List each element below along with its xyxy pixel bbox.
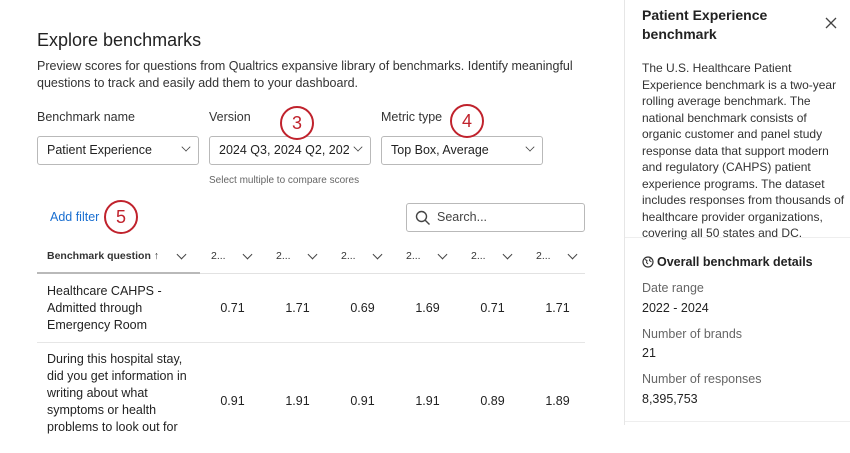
step-marker-4: 4 (450, 104, 484, 138)
panel-description: The U.S. Healthcare Patient Experience b… (642, 61, 845, 240)
column-menu-chevron-icon[interactable] (242, 249, 253, 260)
date-range-value: 2022 - 2024 (642, 301, 709, 315)
column-menu-chevron-icon[interactable] (567, 249, 578, 260)
benchmark-name-value: Patient Experience (47, 143, 152, 157)
close-icon[interactable] (825, 17, 837, 29)
column-header-version[interactable]: 2... (406, 250, 421, 262)
divider (625, 421, 850, 422)
score-cell: 0.89 (480, 394, 505, 408)
column-menu-chevron-icon[interactable] (307, 249, 318, 260)
score-cell: 1.91 (415, 394, 440, 408)
table-row[interactable]: Healthcare CAHPS - Admitted through Emer… (37, 274, 585, 343)
score-cell: 1.71 (545, 301, 570, 315)
benchmark-name-label: Benchmark name (37, 110, 135, 124)
intro-text: Preview scores for questions from Qualtr… (37, 59, 573, 90)
column-header-version[interactable]: 2... (536, 250, 551, 262)
step-marker-5: 5 (104, 200, 138, 234)
sort-ascending-icon: ↑ (153, 250, 160, 262)
chevron-down-icon (353, 142, 363, 152)
panel-title: Patient Experience benchmark (642, 7, 768, 42)
brands-label: Number of brands (642, 327, 743, 341)
version-hint: Select multiple to compare scores (209, 175, 360, 186)
version-label: Version (209, 110, 251, 124)
column-menu-chevron-icon[interactable] (437, 249, 448, 260)
step-marker-3: 3 (280, 106, 314, 140)
search-input[interactable]: Search... (406, 203, 585, 232)
column-header-version[interactable]: 2... (211, 250, 226, 262)
column-header-version[interactable]: 2... (341, 250, 356, 262)
score-cell: 0.69 (350, 301, 375, 315)
responses-label: Number of responses (642, 372, 762, 386)
globe-icon (642, 256, 654, 268)
metric-type-select[interactable]: Top Box, Average (381, 136, 543, 165)
chevron-down-icon (525, 142, 535, 152)
score-cell: 0.71 (480, 301, 505, 315)
chevron-down-icon (181, 142, 191, 152)
score-cell: 1.69 (415, 301, 440, 315)
question-cell: During this hospital stay, did you get i… (47, 352, 187, 434)
version-select[interactable]: 2024 Q3, 2024 Q2, 2024 Q1 (209, 136, 371, 165)
column-header-version[interactable]: 2... (471, 250, 486, 262)
main-content: Explore benchmarks Preview scores for qu… (37, 30, 585, 434)
column-header-question[interactable]: Benchmark question ↑ (47, 250, 160, 262)
search-placeholder: Search... (437, 210, 488, 224)
page-title: Explore benchmarks (37, 30, 202, 50)
header-divider (37, 273, 585, 274)
score-cell: 1.89 (545, 394, 570, 408)
table-row[interactable]: During this hospital stay, did you get i… (37, 343, 585, 453)
column-menu-chevron-icon[interactable] (372, 249, 383, 260)
metric-type-value: Top Box, Average (391, 143, 489, 157)
score-cell: 1.71 (285, 301, 310, 315)
metric-type-label: Metric type (381, 110, 443, 124)
score-cell: 0.91 (220, 394, 245, 408)
score-cell: 0.91 (350, 394, 375, 408)
date-range-label: Date range (642, 281, 704, 295)
search-icon (415, 210, 430, 225)
column-menu-chevron-icon[interactable] (176, 249, 187, 260)
add-filter-link[interactable]: Add filter (50, 210, 100, 224)
column-menu-chevron-icon[interactable] (502, 249, 513, 260)
question-cell: Healthcare CAHPS - Admitted through Emer… (47, 284, 162, 332)
details-heading: Overall benchmark details (642, 255, 813, 269)
brands-value: 21 (642, 346, 656, 360)
responses-value: 8,395,753 (642, 392, 698, 406)
benchmark-name-select[interactable]: Patient Experience (37, 136, 199, 165)
benchmark-details-panel: Patient Experience benchmark The U.S. He… (624, 0, 850, 425)
column-header-version[interactable]: 2... (276, 250, 291, 262)
divider (625, 237, 850, 238)
score-cell: 1.91 (285, 394, 310, 408)
version-value: 2024 Q3, 2024 Q2, 2024 Q1 (219, 143, 349, 157)
score-cell: 0.71 (220, 301, 245, 315)
sorted-column-indicator (37, 272, 200, 274)
